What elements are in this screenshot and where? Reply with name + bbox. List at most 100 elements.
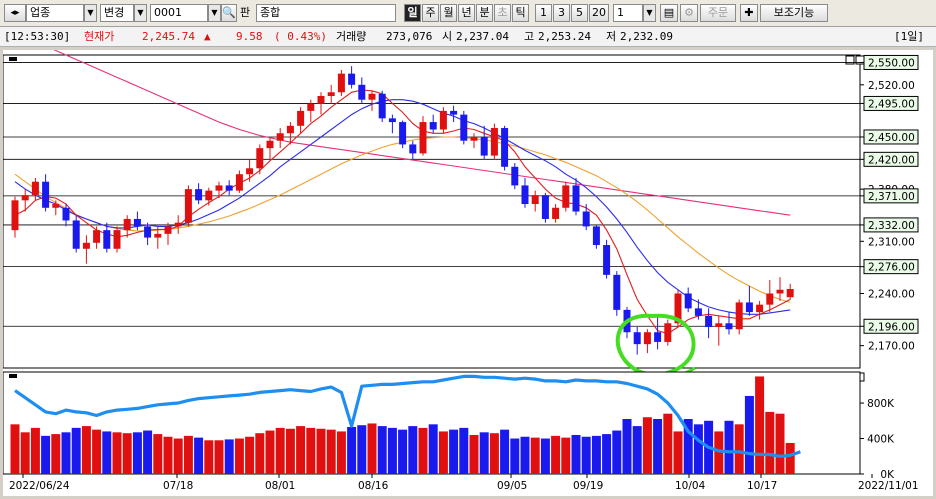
volume-bar xyxy=(469,434,479,474)
period-tick-button[interactable]: 틱 xyxy=(512,4,529,22)
count-dropdown-icon[interactable]: ▼ xyxy=(643,4,656,22)
category-dropdown-icon[interactable]: ▼ xyxy=(84,4,97,22)
volume-bar xyxy=(20,432,30,474)
code-input[interactable]: 0001 xyxy=(150,4,208,22)
volume-tick-label: 400K xyxy=(867,434,895,446)
volume-bar xyxy=(775,413,785,474)
volume-bar xyxy=(255,433,265,474)
stock-chart[interactable]: 2,550.00 2,520.00 2,495.00 2,450.00 2,420.00… xyxy=(2,32,933,496)
period-week-button[interactable]: 주 xyxy=(422,4,439,22)
volume-bar xyxy=(336,431,346,474)
candle-body xyxy=(419,122,427,154)
candle xyxy=(286,122,294,145)
candle-body xyxy=(358,84,366,100)
candle-body xyxy=(388,118,396,123)
candle xyxy=(531,190,539,212)
gear-icon[interactable]: ⚙ xyxy=(680,4,698,22)
volume-bar xyxy=(755,376,765,474)
candle-body xyxy=(246,168,254,175)
candle-body xyxy=(450,110,458,115)
aux-functions-button[interactable]: 보조기능 xyxy=(760,4,828,22)
add-icon[interactable]: ✚ xyxy=(740,4,758,22)
candle-body xyxy=(103,230,111,249)
candle xyxy=(133,211,141,231)
category-select[interactable]: 업종 xyxy=(26,4,84,22)
candle xyxy=(317,92,325,115)
volume-bar xyxy=(418,427,428,474)
price-tick-label: 2,520.00 xyxy=(868,80,915,92)
count-input[interactable]: 1 xyxy=(613,4,643,22)
candle-body xyxy=(715,323,723,328)
candle-body xyxy=(562,185,570,208)
low-label: 저 xyxy=(606,30,617,43)
candle xyxy=(235,170,243,193)
candle-body xyxy=(521,185,529,205)
candle-body xyxy=(256,148,264,169)
chart-area[interactable]: 2,550.00 2,520.00 2,495.00 2,450.00 2,420.00… xyxy=(2,32,933,496)
candle-body xyxy=(266,140,274,149)
candle-body xyxy=(460,114,468,141)
period-month-button[interactable]: 월 xyxy=(440,4,457,22)
candle-body xyxy=(11,200,19,231)
volume-bar xyxy=(357,425,367,474)
volume-bar xyxy=(316,428,326,474)
x-tick-label: 08/16 xyxy=(358,480,389,492)
period-year-button[interactable]: 년 xyxy=(458,4,475,22)
candle-body xyxy=(735,302,743,330)
volume-bar xyxy=(734,424,744,474)
price-level-box xyxy=(863,318,919,334)
candle xyxy=(592,224,600,249)
candle-body xyxy=(776,289,784,294)
volume-bar xyxy=(520,436,530,474)
price-panel-frame xyxy=(2,54,861,369)
candle-body xyxy=(123,218,131,231)
candle-body xyxy=(52,204,60,208)
candle-body xyxy=(42,181,50,208)
price-tick-label: 2,196.00 xyxy=(868,321,915,333)
volume-bar xyxy=(540,438,550,474)
candle xyxy=(460,110,468,145)
volume-tick-label: 0K xyxy=(880,469,895,481)
interval-20-button[interactable]: 20 xyxy=(589,4,609,22)
volume-bar xyxy=(744,395,754,474)
volume-bar xyxy=(459,427,469,474)
period-minute-button[interactable]: 분 xyxy=(476,4,493,22)
volume-bar xyxy=(653,419,663,474)
price-tick-label: 2,310.00 xyxy=(868,236,915,248)
volume-bar xyxy=(296,426,306,474)
interval-5-button[interactable]: 5 xyxy=(571,4,588,22)
volume-value: 273,076 xyxy=(386,30,433,43)
current-price: 2,245.74 xyxy=(142,30,195,43)
price-tick-label: 2,420.00 xyxy=(868,154,915,166)
volume-bar xyxy=(673,431,683,474)
x-tick-label: 08/01 xyxy=(265,480,295,492)
candle xyxy=(388,114,396,134)
arrow-lr-icon[interactable]: ◂▸ xyxy=(4,4,26,22)
volume-bar xyxy=(693,424,703,474)
order-button[interactable]: 주문 xyxy=(700,4,736,22)
candle xyxy=(358,77,366,104)
volume-bar xyxy=(530,437,540,474)
interval-1-button[interactable]: 1 xyxy=(535,4,552,22)
volume-bar xyxy=(275,427,285,474)
volume-panel: 800K 400K 0K xyxy=(2,371,895,481)
candle xyxy=(62,204,70,227)
price-tick-label: 2,495.00 xyxy=(868,98,915,110)
candle-body xyxy=(480,136,488,156)
candle-body xyxy=(531,195,539,205)
volume-bar xyxy=(642,417,652,474)
name-field[interactable]: 종합 xyxy=(256,4,396,22)
candle-body xyxy=(694,308,702,316)
search-icon[interactable]: 🔍 xyxy=(221,4,237,22)
candle-body xyxy=(470,136,478,141)
mode-dropdown-icon[interactable]: ▼ xyxy=(134,4,147,22)
save-icon[interactable]: ▤ xyxy=(660,4,678,22)
panel-control-icon xyxy=(845,55,855,65)
interval-3-button[interactable]: 3 xyxy=(553,4,570,22)
price-tick-label: 2,240.00 xyxy=(868,288,915,300)
period-day-button[interactable]: 일 xyxy=(404,4,421,22)
mode-select[interactable]: 변경 xyxy=(100,4,134,22)
code-dropdown-icon[interactable]: ▼ xyxy=(208,4,221,22)
candle xyxy=(103,222,111,253)
period-second-button[interactable]: 초 xyxy=(494,4,511,22)
